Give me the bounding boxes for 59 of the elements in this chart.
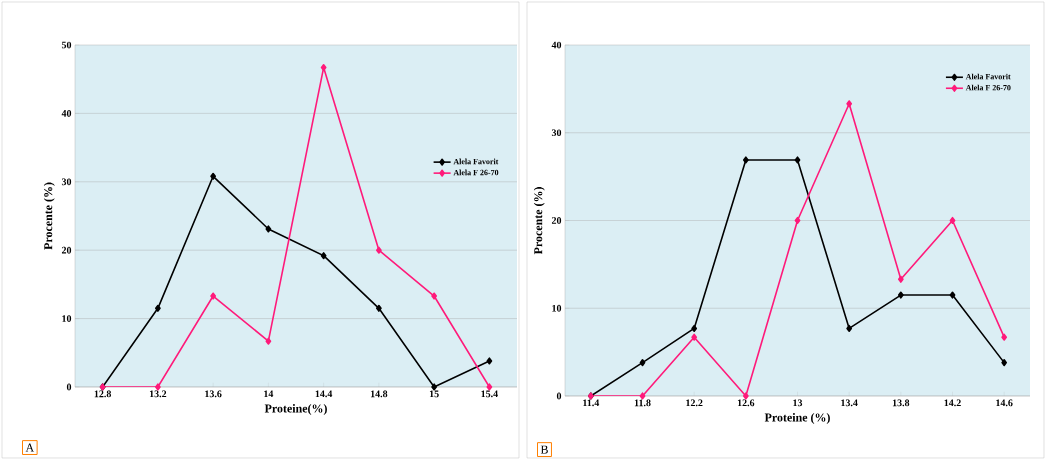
point: [794, 156, 801, 164]
point: [375, 304, 382, 312]
point: [639, 359, 646, 367]
y-tick-label: 10: [552, 304, 562, 312]
point: [846, 100, 853, 108]
point: [1001, 333, 1008, 341]
point: [320, 252, 327, 260]
point: [320, 63, 327, 72]
x-axis-title: Proteine (%): [764, 413, 830, 424]
point: [794, 216, 801, 225]
x-tick-label: 14.2: [944, 399, 961, 407]
x-tick-label: 14: [264, 390, 274, 398]
y-tick-label: 0: [66, 383, 72, 391]
y-tick-label: 50: [61, 41, 72, 49]
text: B: [540, 445, 548, 454]
y-tick-label: 20: [61, 246, 72, 254]
y-axis-title: Procente (%): [533, 187, 545, 255]
y-tick-label: 0: [556, 392, 562, 400]
point: [897, 275, 904, 283]
x-tick-label: 12.6: [737, 399, 755, 407]
point: [486, 357, 493, 365]
x-tick-label: 12.8: [94, 390, 112, 398]
x-tick-label: 14.8: [370, 390, 388, 398]
x-tick-label: 15: [429, 390, 439, 398]
point: [265, 225, 272, 233]
text: A: [25, 443, 35, 452]
point: [949, 216, 956, 225]
point: [846, 324, 853, 333]
point: [375, 246, 382, 254]
y-tick-label: 30: [551, 129, 562, 137]
x-tick-label: 13.8: [892, 399, 910, 407]
x-tick-label: 14.4: [315, 390, 333, 398]
y-tick-label: 40: [61, 110, 72, 117]
x-tick-label: 13: [793, 399, 803, 407]
x-tick-label: 13.6: [205, 390, 222, 398]
point: [949, 291, 956, 299]
x-tick-label: 11.8: [634, 399, 651, 407]
point: [154, 304, 161, 312]
point: [431, 292, 438, 300]
x-tick-label: 13.2: [149, 390, 167, 398]
point: [210, 172, 217, 180]
y-tick-label: 10: [62, 315, 72, 322]
y-axis-title: Procente (%): [43, 182, 55, 250]
y-tick-label: 20: [551, 217, 562, 224]
x-tick-label: 14.6: [996, 399, 1013, 407]
x-tick-label: 11.4: [583, 399, 600, 407]
x-tick-label: 15.4: [481, 390, 498, 398]
x-axis-title: Proteine(%): [264, 404, 327, 415]
x-tick-label: 12.2: [686, 399, 703, 407]
point: [691, 333, 698, 341]
y-tick-label: 40: [551, 41, 562, 49]
point: [1001, 359, 1008, 367]
y-tick-label: 30: [61, 178, 72, 186]
point: [210, 292, 217, 300]
x-tick-label: 13.4: [841, 399, 858, 407]
point: [897, 291, 904, 299]
point: [742, 156, 749, 164]
point: [265, 337, 272, 345]
point: [691, 324, 698, 333]
